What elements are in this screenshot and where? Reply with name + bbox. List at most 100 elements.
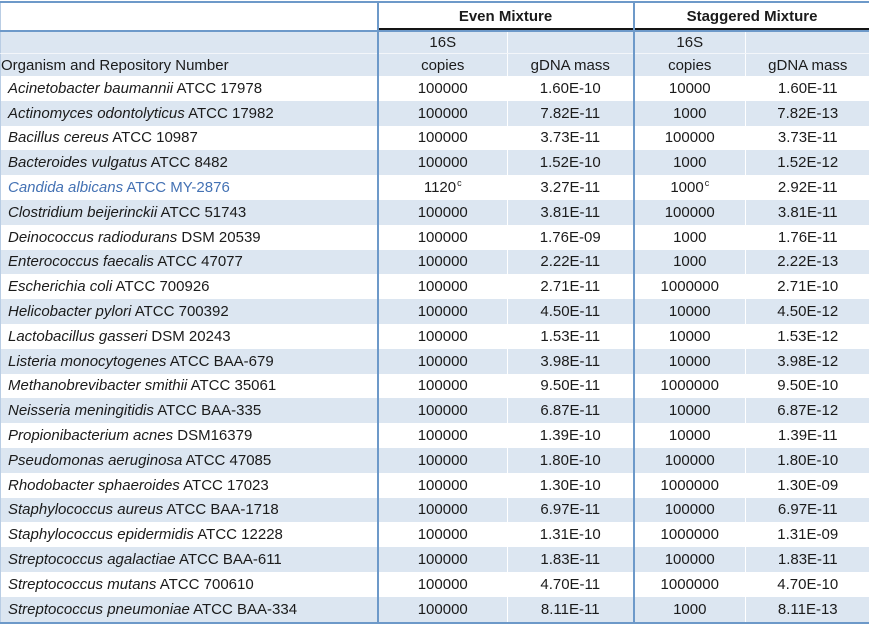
organism-cell: Lactobacillus gasseri DSM 20243 (1, 324, 378, 349)
even-gdna-cell: 4.70E-11 (508, 572, 634, 597)
even-gdna-cell: 2.22E-11 (508, 250, 634, 275)
even-gdna-cell: 1.53E-11 (508, 324, 634, 349)
stag-gdna-cell: 4.70E-10 (746, 572, 869, 597)
stag-gdna-cell: 3.81E-11 (746, 200, 869, 225)
organism-header-blank (1, 2, 378, 31)
organism-cell: Staphylococcus aureus ATCC BAA-1718 (1, 498, 378, 523)
organism-column-header: Organism and Repository Number (1, 54, 378, 77)
stag-copies-cell: 100000 (634, 126, 746, 151)
organism-cell: Streptococcus mutans ATCC 700610 (1, 572, 378, 597)
even-copies-cell: 1120c (378, 175, 508, 200)
stag-gdna-cell: 1.53E-12 (746, 324, 869, 349)
stag-gdna-cell: 3.98E-12 (746, 349, 869, 374)
even-gdna-cell: 1.31E-10 (508, 522, 634, 547)
even-16s-label: 16S (378, 31, 508, 54)
organism-cell: Acinetobacter baumannii ATCC 17978 (1, 76, 378, 101)
even-copies-cell: 100000 (378, 299, 508, 324)
even-copies-cell: 100000 (378, 547, 508, 572)
stag-copies-cell: 1000c (634, 175, 746, 200)
even-copies-cell: 100000 (378, 498, 508, 523)
stag-gdna-cell: 1.30E-09 (746, 473, 869, 498)
even-mixture-header: Even Mixture (378, 2, 634, 31)
stag-copies-cell: 100000 (634, 448, 746, 473)
even-copies-cell: 100000 (378, 200, 508, 225)
blank-cell (1, 31, 378, 54)
stag-copies-cell: 1000 (634, 597, 746, 623)
stag-copies-cell: 1000000 (634, 522, 746, 547)
stag-copies-cell: 10000 (634, 324, 746, 349)
stag-copies-cell: 10000 (634, 423, 746, 448)
footnote-marker: c (705, 178, 710, 188)
stag-gdna-cell: 1.39E-11 (746, 423, 869, 448)
even-copies-cell: 100000 (378, 398, 508, 423)
staggered-copies-header: copies (634, 54, 746, 77)
stag-gdna-cell: 1.76E-11 (746, 225, 869, 250)
footnote-marker: c (457, 178, 462, 188)
even-gdna-cell: 1.80E-10 (508, 448, 634, 473)
organism-cell: Methanobrevibacter smithii ATCC 35061 (1, 374, 378, 399)
stag-copies-cell: 1000000 (634, 374, 746, 399)
even-copies-cell: 100000 (378, 374, 508, 399)
even-gdna-cell: 1.60E-10 (508, 76, 634, 101)
organism-cell: Escherichia coli ATCC 700926 (1, 274, 378, 299)
stag-copies-cell: 100000 (634, 547, 746, 572)
group-header-row: Even Mixture Staggered Mixture (1, 2, 869, 31)
organism-cell: Deinococcus radiodurans DSM 20539 (1, 225, 378, 250)
even-gdna-cell: 6.87E-11 (508, 398, 634, 423)
even-copies-header: copies (378, 54, 508, 77)
even-copies-cell: 100000 (378, 274, 508, 299)
organism-cell: Bacillus cereus ATCC 10987 (1, 126, 378, 151)
stag-gdna-cell: 2.22E-13 (746, 250, 869, 275)
even-copies-cell: 100000 (378, 473, 508, 498)
sub-header-row-16s: 16S 16S (1, 31, 869, 54)
stag-gdna-cell: 7.82E-13 (746, 101, 869, 126)
even-gdna-cell: 1.39E-10 (508, 423, 634, 448)
even-gdna-cell: 3.98E-11 (508, 349, 634, 374)
stag-copies-cell: 1000000 (634, 473, 746, 498)
organism-cell: Candida albicans ATCC MY-2876 (1, 175, 378, 200)
stag-copies-cell: 1000 (634, 101, 746, 126)
organism-cell: Clostridium beijerinckii ATCC 51743 (1, 200, 378, 225)
staggered-16s-label: 16S (634, 31, 746, 54)
even-copies-cell: 100000 (378, 225, 508, 250)
stag-gdna-cell: 8.11E-13 (746, 597, 869, 623)
stag-copies-cell: 1000 (634, 150, 746, 175)
stag-copies-cell: 100000 (634, 200, 746, 225)
stag-gdna-cell: 1.52E-12 (746, 150, 869, 175)
stag-copies-cell: 100000 (634, 498, 746, 523)
stag-gdna-cell: 1.60E-11 (746, 76, 869, 101)
organism-cell: Pseudomonas aeruginosa ATCC 47085 (1, 448, 378, 473)
organism-cell: Helicobacter pylori ATCC 700392 (1, 299, 378, 324)
stag-gdna-cell: 1.83E-11 (746, 547, 869, 572)
even-copies-cell: 100000 (378, 597, 508, 623)
even-copies-cell: 100000 (378, 76, 508, 101)
even-gdna-cell: 4.50E-11 (508, 299, 634, 324)
organism-cell: Neisseria meningitidis ATCC BAA-335 (1, 398, 378, 423)
column-header-row: Organism and Repository Number copies gD… (1, 54, 869, 77)
even-gdna-cell: 3.81E-11 (508, 200, 634, 225)
even-gdna-cell: 2.71E-11 (508, 274, 634, 299)
stag-gdna-cell: 6.97E-11 (746, 498, 869, 523)
even-gdna-cell: 6.97E-11 (508, 498, 634, 523)
stag-copies-cell: 10000 (634, 349, 746, 374)
organism-cell: Streptococcus pneumoniae ATCC BAA-334 (1, 597, 378, 623)
staggered-mixture-header: Staggered Mixture (634, 2, 869, 31)
stag-gdna-cell: 3.73E-11 (746, 126, 869, 151)
even-gdna-header: gDNA mass (508, 54, 634, 77)
stag-gdna-cell: 4.50E-12 (746, 299, 869, 324)
